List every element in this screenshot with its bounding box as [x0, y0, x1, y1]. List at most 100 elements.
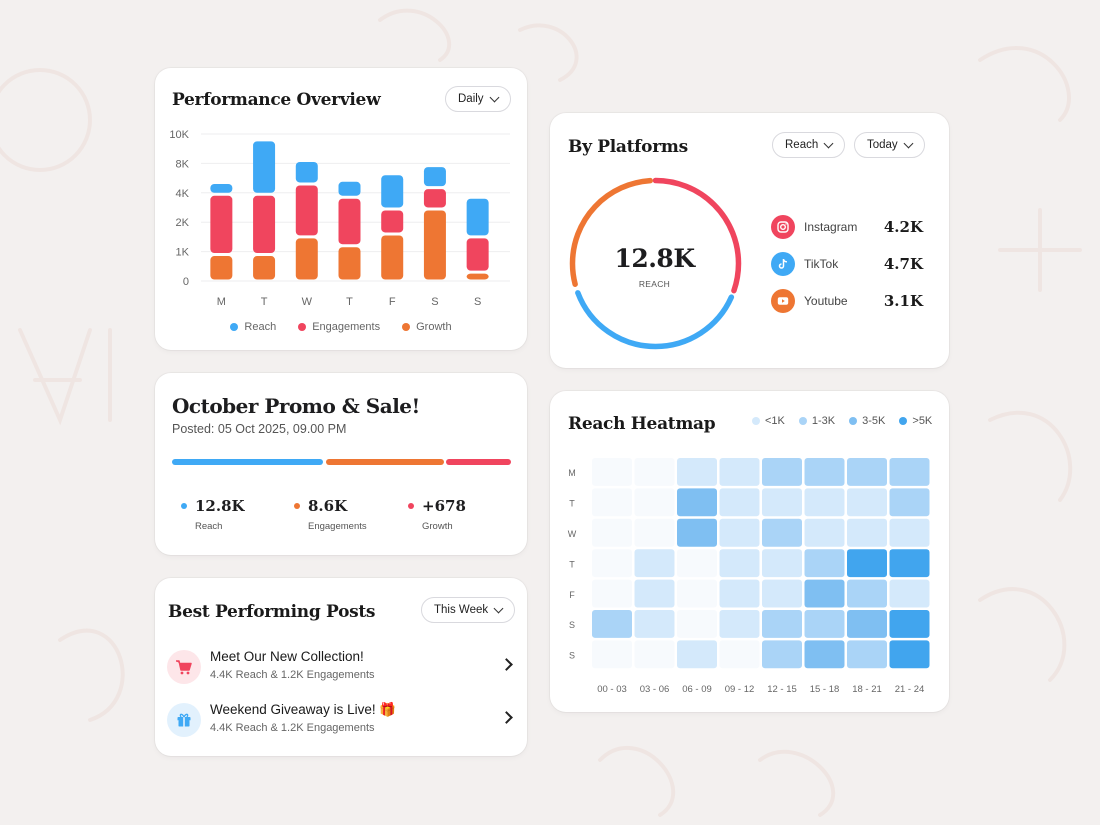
bar-engagements: [338, 198, 361, 245]
performance-bar-chart: 10K 8K 4K 2K 1K 0 M T W T F S S: [169, 129, 510, 308]
this-week-filter-dropdown[interactable]: This Week: [421, 597, 516, 623]
performance-legend: Reach Engagements Growth: [155, 321, 527, 333]
reach-heatmap-title: Reach Heatmap: [568, 414, 716, 434]
post-item[interactable]: Meet Our New Collection! 4.4K Reach & 1.…: [167, 646, 515, 686]
legend-label: <1K: [765, 415, 785, 427]
heatmap-cell: [634, 458, 675, 486]
heatmap-cell: [804, 610, 845, 638]
gift-icon: [167, 703, 201, 737]
bar-engagements: [466, 238, 489, 271]
best-posts-card: Best Performing Posts This Week Meet Our…: [155, 578, 527, 756]
heatmap-legend-item: <1K: [752, 415, 785, 427]
heatmap-cell: [719, 518, 760, 547]
promo-stat-engagements: 8.6K Engagements: [294, 497, 367, 532]
post-title: Meet Our New Collection!: [210, 649, 364, 664]
chevron-down-icon: [823, 138, 834, 148]
heatmap-cell: [634, 518, 675, 547]
heatmap-row-label: F: [569, 590, 575, 600]
promo-card[interactable]: October Promo & Sale! Posted: 05 Oct 202…: [155, 373, 527, 555]
heatmap-legend-item: 1-3K: [798, 415, 835, 427]
bar-reach: [210, 184, 233, 193]
heatmap-cell: [592, 518, 632, 547]
by-platforms-title: By Platforms: [568, 137, 688, 157]
heatmap-cell: [719, 640, 760, 669]
y-tick-label: 0: [183, 276, 189, 288]
platform-value: 3.1K: [883, 292, 923, 310]
heatmap-cell: [762, 640, 802, 669]
legend-dot: [899, 417, 908, 425]
heatmap-cell: [847, 458, 887, 486]
heatmap-cell: [889, 549, 930, 578]
bar-growth: [295, 238, 318, 280]
heatmap-col-label: 06 - 09: [682, 684, 712, 695]
reach-dot: [181, 503, 187, 509]
heatmap-cell: [677, 640, 717, 669]
post-stats: 4.4K Reach & 1.2K Engagements: [210, 669, 375, 681]
daily-filter-label: Daily: [458, 93, 484, 105]
legend-dot: [752, 417, 760, 425]
promo-bar-reach: [172, 459, 323, 465]
bar-reach: [466, 198, 489, 236]
donut-segment-youtube: [569, 177, 742, 350]
chevron-right-icon[interactable]: [500, 658, 513, 671]
heatmap-cell: [889, 640, 930, 669]
legend-growth-dot: [402, 323, 411, 331]
bar-engagements: [381, 210, 404, 233]
bar-reach: [381, 175, 404, 208]
heatmap-cell: [634, 488, 675, 517]
chevron-right-icon[interactable]: [500, 711, 513, 724]
heatmap-legend-item: 3-5K: [849, 415, 885, 427]
legend-growth-label: Growth: [416, 321, 452, 333]
bar-engagements: [295, 185, 318, 236]
today-filter-dropdown[interactable]: Today: [854, 132, 925, 158]
legend-label: >5K: [912, 415, 933, 427]
x-tick-label: T: [261, 296, 268, 308]
promo-bar-growth: [446, 459, 511, 465]
gift-glyph: [177, 713, 191, 727]
legend-dot: [798, 417, 807, 425]
platform-row-instagram: Instagram 4.2K: [771, 215, 923, 239]
instagram-icon: [771, 215, 795, 239]
x-tick-label: M: [217, 296, 226, 308]
heatmap-cell: [592, 488, 632, 517]
promo-stat-value: 8.6K: [308, 497, 348, 515]
daily-filter-dropdown[interactable]: Daily: [445, 86, 511, 112]
bar-reach: [253, 141, 276, 193]
heatmap-col-label: 18 - 21: [852, 684, 882, 695]
heatmap-cell: [677, 518, 717, 547]
bar-growth: [210, 256, 233, 280]
heatmap-cell: [804, 640, 845, 669]
heatmap-cell: [847, 518, 887, 547]
post-item[interactable]: Weekend Giveaway is Live! 🎁 4.4K Reach &…: [167, 699, 515, 739]
cart-glyph: [176, 660, 192, 675]
heatmap-cell: [889, 610, 930, 638]
promo-stat-label: Growth: [422, 521, 453, 532]
y-tick-label: 2K: [176, 217, 190, 229]
heatmap-cell: [592, 610, 632, 638]
reach-filter-dropdown[interactable]: Reach: [772, 132, 846, 158]
legend-engagements: Engagements: [298, 321, 380, 333]
heatmap-cell: [762, 579, 802, 608]
heatmap-cell: [634, 579, 675, 608]
platform-name: Instagram: [804, 220, 858, 234]
legend-reach: Reach: [230, 321, 276, 333]
heatmap-col-label: 12 - 15: [767, 684, 797, 695]
bar-reach: [295, 161, 318, 183]
heatmap-row-label: S: [569, 620, 575, 630]
shopping-cart-icon: [167, 650, 201, 684]
heatmap-cell: [847, 549, 887, 578]
heatmap-cell: [677, 458, 717, 486]
promo-stat-reach: 12.8K Reach: [181, 497, 245, 532]
heatmap-cell: [804, 549, 845, 578]
chevron-down-icon: [903, 138, 914, 148]
reach-heatmap-grid: M T W T F S S 00 - 03 03 - 06 06 - 09 09 - 12 12 - …: [568, 458, 930, 695]
bar-growth: [381, 235, 404, 280]
legend-engagements-dot: [298, 323, 307, 331]
y-tick-label: 8K: [176, 158, 190, 170]
tiktok-glyph: [778, 259, 788, 269]
heatmap-row-label: W: [568, 529, 577, 539]
heatmap-cell: [889, 518, 930, 547]
heatmap-cell: [847, 488, 887, 517]
by-platforms-card: By Platforms Reach Today 12.8K REACH Ins…: [550, 113, 949, 368]
heatmap-row-label: T: [569, 559, 575, 569]
